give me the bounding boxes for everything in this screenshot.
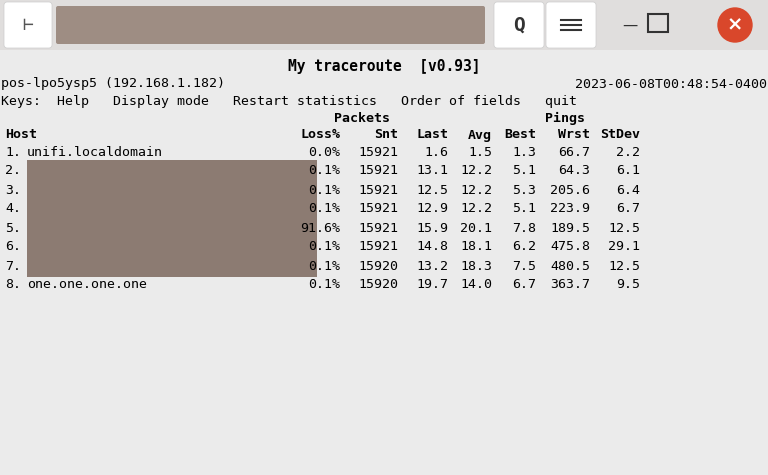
Text: 29.1: 29.1 [608, 240, 640, 254]
Text: 2.: 2. [5, 164, 21, 178]
Text: Q: Q [513, 16, 525, 35]
Text: 3.: 3. [5, 183, 21, 197]
Bar [0, 0, 768, 50]
Text: 14.8: 14.8 [416, 240, 448, 254]
FancyBboxPatch shape [56, 6, 485, 44]
Text: 7.8: 7.8 [512, 221, 536, 235]
Text: 18.1: 18.1 [460, 240, 492, 254]
Text: 223.9: 223.9 [550, 202, 590, 216]
Text: 12.5: 12.5 [608, 259, 640, 273]
Text: 0.1%: 0.1% [308, 278, 340, 292]
Text: 15921: 15921 [358, 221, 398, 235]
Text: —: — [622, 18, 637, 32]
Text: 12.5: 12.5 [416, 183, 448, 197]
Circle shape [718, 8, 752, 42]
Text: 6.7: 6.7 [616, 202, 640, 216]
Text: 0.1%: 0.1% [308, 259, 340, 273]
Text: 19.7: 19.7 [416, 278, 448, 292]
Text: 5.1: 5.1 [512, 164, 536, 178]
Text: 15921: 15921 [358, 240, 398, 254]
Text: Loss%: Loss% [300, 129, 340, 142]
Text: Avg: Avg [468, 129, 492, 142]
Text: 12.5: 12.5 [608, 221, 640, 235]
Text: Host: Host [5, 129, 37, 142]
Text: Packets: Packets [334, 112, 390, 124]
Text: Best: Best [504, 129, 536, 142]
Text: 1.6: 1.6 [424, 145, 448, 159]
Text: 15921: 15921 [358, 202, 398, 216]
Text: 20.1: 20.1 [460, 221, 492, 235]
Text: 5.1: 5.1 [512, 202, 536, 216]
Text: 0.0%: 0.0% [308, 145, 340, 159]
Text: pos-lpo5ysp5 (192.168.1.182): pos-lpo5ysp5 (192.168.1.182) [1, 77, 225, 91]
Text: 189.5: 189.5 [550, 221, 590, 235]
Text: Snt: Snt [374, 129, 398, 142]
Text: 5.3: 5.3 [512, 183, 536, 197]
Text: 8.: 8. [5, 278, 21, 292]
FancyBboxPatch shape [494, 2, 544, 48]
Text: Pings: Pings [545, 112, 585, 124]
Text: 13.1: 13.1 [416, 164, 448, 178]
Text: one.one.one.one: one.one.one.one [27, 278, 147, 292]
Text: 0.1%: 0.1% [308, 240, 340, 254]
Bar [27, 160, 317, 277]
Text: My traceroute  [v0.93]: My traceroute [v0.93] [288, 58, 480, 74]
Text: 12.2: 12.2 [460, 183, 492, 197]
Text: 7.5: 7.5 [512, 259, 536, 273]
Text: Keys:  Help   Display mode   Restart statistics   Order of fields   quit: Keys: Help Display mode Restart statisti… [1, 95, 577, 107]
Text: Wrst: Wrst [558, 129, 590, 142]
Text: 15920: 15920 [358, 278, 398, 292]
Text: 1.5: 1.5 [468, 145, 492, 159]
Text: 4.: 4. [5, 202, 21, 216]
Text: 2.2: 2.2 [616, 145, 640, 159]
Text: 363.7: 363.7 [550, 278, 590, 292]
Text: 15920: 15920 [358, 259, 398, 273]
Text: 18.3: 18.3 [460, 259, 492, 273]
Text: 15921: 15921 [358, 145, 398, 159]
Text: 15921: 15921 [358, 183, 398, 197]
Text: 6.1: 6.1 [616, 164, 640, 178]
Text: StDev: StDev [600, 129, 640, 142]
Text: 0.1%: 0.1% [308, 202, 340, 216]
Text: 6.2: 6.2 [512, 240, 536, 254]
Text: 1.3: 1.3 [512, 145, 536, 159]
Text: 6.7: 6.7 [512, 278, 536, 292]
Text: 6.4: 6.4 [616, 183, 640, 197]
Text: 2023-06-08T00:48:54-0400: 2023-06-08T00:48:54-0400 [575, 77, 767, 91]
Text: 66.7: 66.7 [558, 145, 590, 159]
Text: 0.1%: 0.1% [308, 164, 340, 178]
Text: 7.: 7. [5, 259, 21, 273]
Text: Last: Last [416, 129, 448, 142]
Text: 12.2: 12.2 [460, 164, 492, 178]
FancyBboxPatch shape [4, 2, 52, 48]
Text: 12.9: 12.9 [416, 202, 448, 216]
Text: 64.3: 64.3 [558, 164, 590, 178]
Text: 5.: 5. [5, 221, 21, 235]
Text: 15921: 15921 [358, 164, 398, 178]
Text: 480.5: 480.5 [550, 259, 590, 273]
Text: 1.: 1. [5, 145, 21, 159]
Text: 91.6%: 91.6% [300, 221, 340, 235]
Text: ×: × [727, 16, 743, 35]
Text: 475.8: 475.8 [550, 240, 590, 254]
Text: 205.6: 205.6 [550, 183, 590, 197]
Text: 15.9: 15.9 [416, 221, 448, 235]
Text: 0.1%: 0.1% [308, 183, 340, 197]
Text: ⊢: ⊢ [22, 16, 34, 34]
Text: 12.2: 12.2 [460, 202, 492, 216]
FancyBboxPatch shape [546, 2, 596, 48]
Text: 14.0: 14.0 [460, 278, 492, 292]
Text: unifi.localdomain: unifi.localdomain [27, 145, 163, 159]
Text: 6.: 6. [5, 240, 21, 254]
Text: 9.5: 9.5 [616, 278, 640, 292]
Text: 13.2: 13.2 [416, 259, 448, 273]
